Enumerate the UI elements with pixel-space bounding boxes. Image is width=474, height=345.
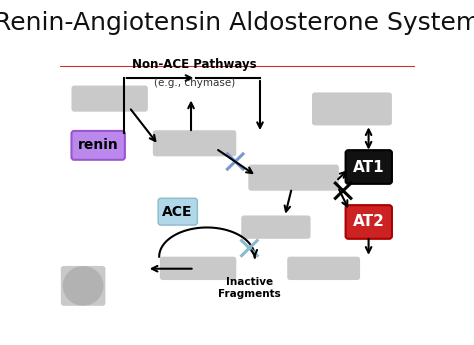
- FancyBboxPatch shape: [346, 150, 392, 184]
- FancyBboxPatch shape: [248, 165, 339, 191]
- FancyBboxPatch shape: [72, 131, 125, 160]
- Text: Renin-Angiotensin Aldosterone System: Renin-Angiotensin Aldosterone System: [0, 11, 474, 35]
- FancyBboxPatch shape: [72, 86, 148, 112]
- FancyBboxPatch shape: [61, 266, 105, 306]
- Text: AT1: AT1: [353, 159, 384, 175]
- Ellipse shape: [63, 266, 103, 306]
- Text: renin: renin: [78, 138, 118, 152]
- FancyBboxPatch shape: [153, 130, 237, 156]
- FancyBboxPatch shape: [158, 198, 197, 225]
- Text: ACE: ACE: [162, 205, 193, 219]
- FancyBboxPatch shape: [346, 205, 392, 239]
- FancyBboxPatch shape: [287, 257, 360, 280]
- FancyBboxPatch shape: [241, 215, 310, 239]
- FancyBboxPatch shape: [312, 92, 392, 126]
- Text: AT2: AT2: [353, 215, 384, 229]
- Text: Inactive
Fragments: Inactive Fragments: [218, 277, 281, 299]
- Text: Non-ACE Pathways: Non-ACE Pathways: [132, 58, 257, 71]
- Text: (e.g., chymase): (e.g., chymase): [154, 78, 235, 88]
- FancyBboxPatch shape: [160, 257, 237, 280]
